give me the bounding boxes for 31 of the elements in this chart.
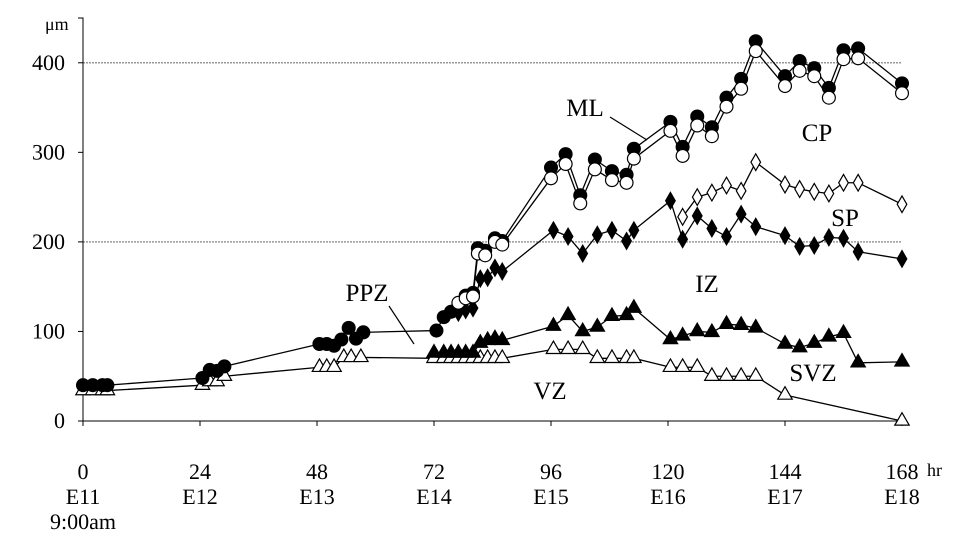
x-tick-label: 120 — [652, 459, 684, 484]
annotation: SP — [831, 205, 859, 232]
x-tick-label: 24 — [189, 459, 211, 484]
y-axis-title: μm — [45, 14, 69, 34]
text: E16 — [650, 484, 686, 509]
y-tick-label: 300 — [32, 139, 65, 164]
x-tick-label: 168 — [886, 459, 918, 484]
annotation: ML — [566, 95, 604, 122]
text: E14 — [416, 484, 452, 509]
x-tick-label: 48 — [306, 459, 328, 484]
text: E18 — [884, 484, 920, 509]
x-tick-label: 144 — [768, 459, 802, 484]
text: 9:00am — [50, 509, 116, 534]
x-tick-label: 0 — [78, 459, 88, 484]
x-tick-label: 72 — [423, 459, 445, 484]
text: E13 — [299, 484, 335, 509]
y-tick-label: 400 — [32, 50, 65, 75]
annotation: SVZ — [789, 360, 837, 387]
y-tick-label: 0 — [54, 408, 65, 434]
text: E15 — [533, 484, 569, 509]
text: E12 — [182, 484, 218, 509]
x-axis-title: hr — [927, 460, 942, 480]
annotation: IZ — [695, 271, 719, 298]
annotation: CP — [802, 120, 832, 147]
text: E11 — [66, 484, 100, 509]
y-tick-label: 100 — [32, 318, 65, 344]
x-tick-label: 96 — [540, 459, 562, 484]
y-tick-label: 200 — [32, 228, 65, 254]
annotation: PPZ — [345, 280, 389, 307]
annotation: VZ — [533, 378, 567, 405]
text: E17 — [767, 484, 803, 509]
